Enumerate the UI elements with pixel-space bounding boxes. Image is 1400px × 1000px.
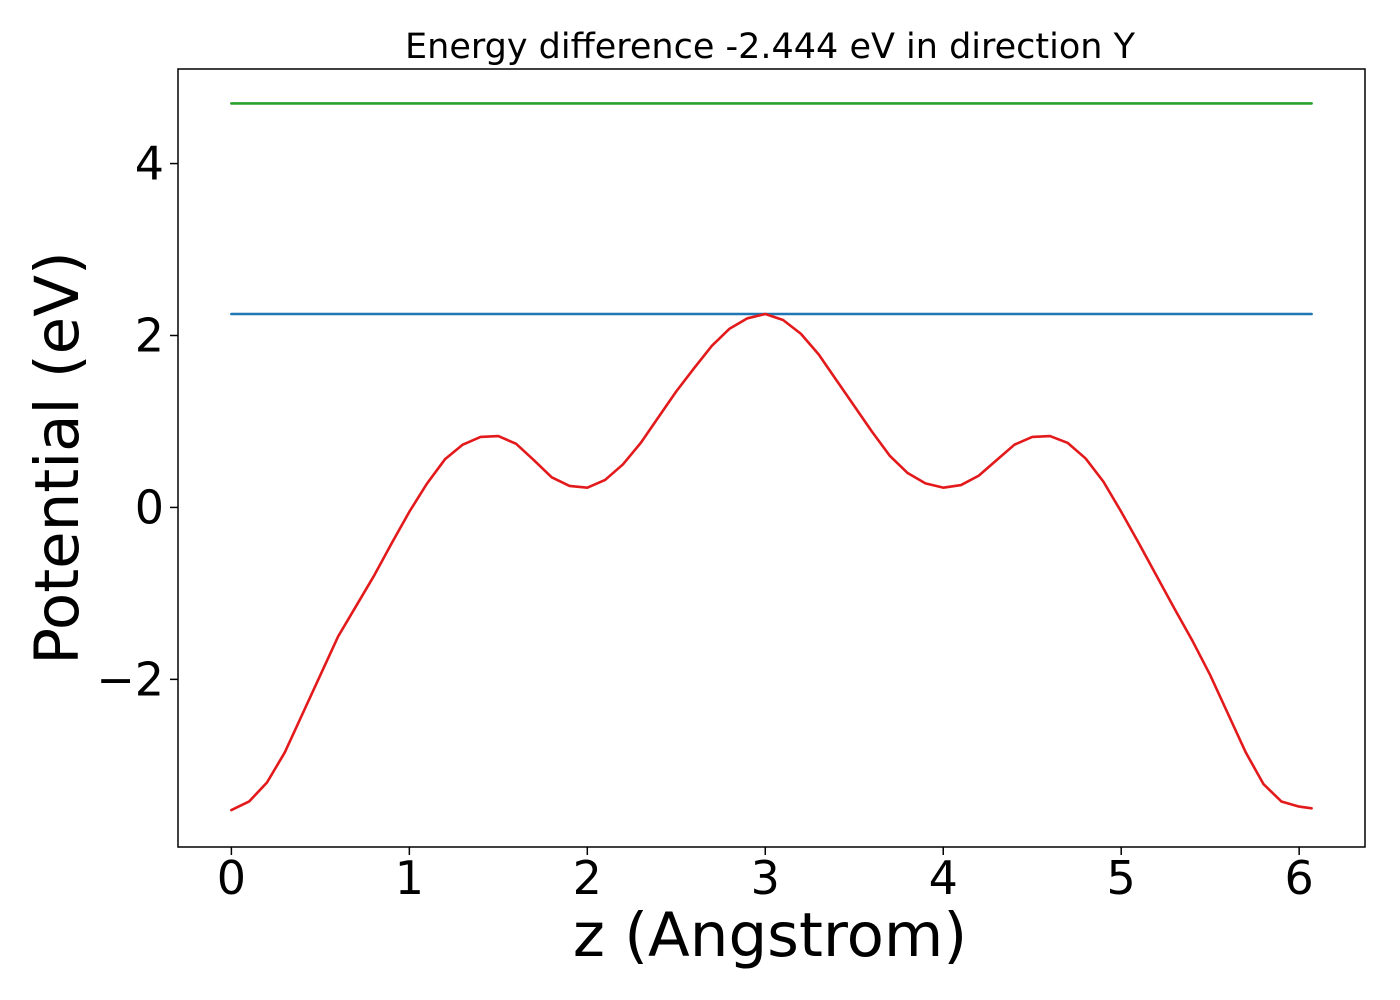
x-tick-label: 0	[217, 851, 246, 905]
x-tick-label: 3	[751, 851, 780, 905]
x-tick-label: 2	[573, 851, 602, 905]
y-tick-label: 2	[135, 308, 164, 362]
x-tick-label: 6	[1285, 851, 1314, 905]
y-tick-label: 0	[135, 480, 164, 534]
series-layer	[230, 102, 1313, 812]
chart-title: Energy difference -2.444 eV in direction…	[405, 27, 1136, 67]
y-axis: −2 0 2 4	[96, 137, 178, 706]
x-tick-label: 4	[929, 851, 958, 905]
x-axis-label: z (Angstrom)	[573, 900, 967, 971]
x-tick-label: 1	[395, 851, 424, 905]
plot-frame	[177, 68, 1366, 848]
y-tick-label: 4	[135, 137, 164, 191]
x-axis: 0 1 2 3 4 5 6	[217, 847, 1314, 905]
x-tick-label: 5	[1107, 851, 1136, 905]
y-axis-label: Potential (eV)	[22, 251, 93, 664]
y-tick-label: −2	[96, 652, 164, 706]
series-line-3	[230, 312, 1313, 812]
